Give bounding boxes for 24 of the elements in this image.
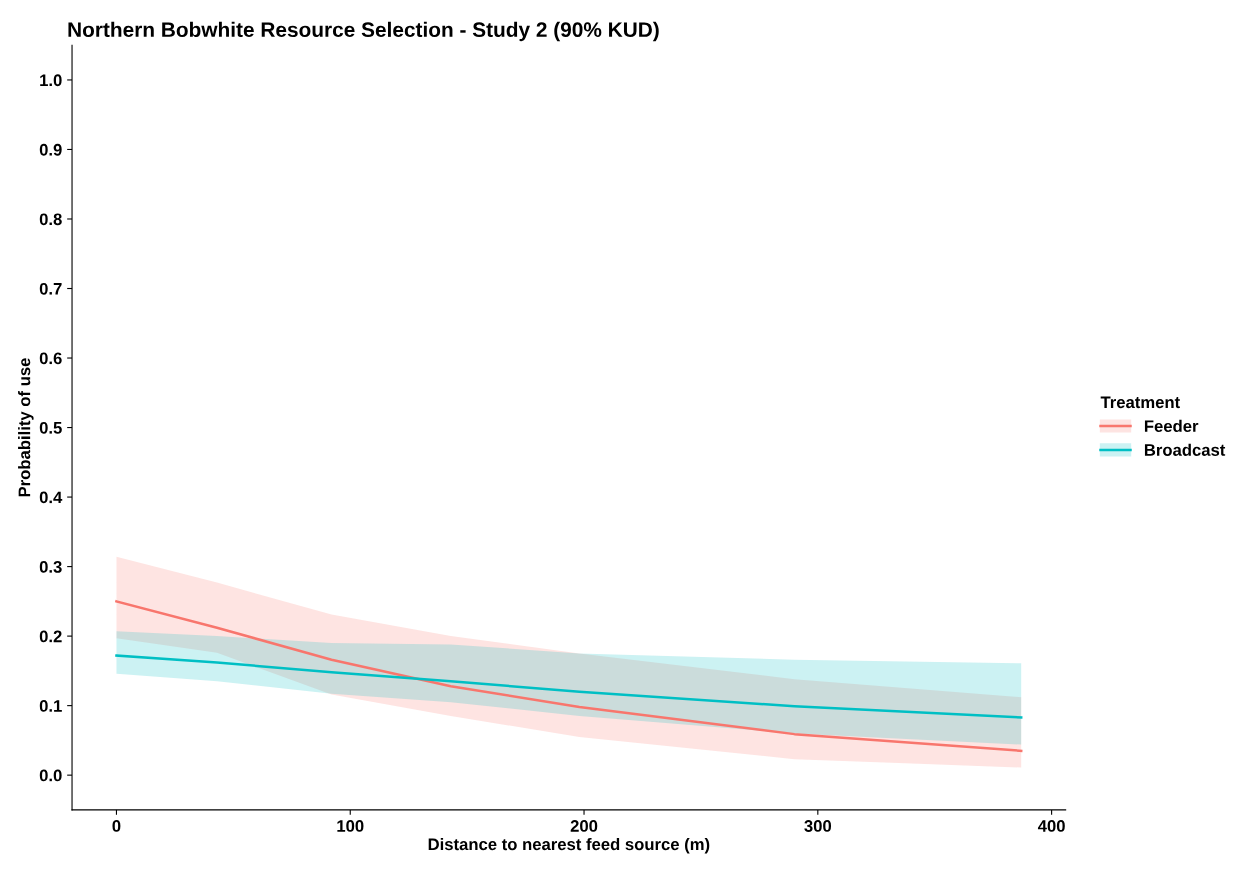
y-tick-label: 0.9 [39,143,62,156]
x-axis-title: Distance to nearest feed source (m) [428,837,710,854]
y-tick-label: 0.2 [39,630,62,643]
legend-title: Treatment [1100,396,1180,409]
chart-title: Northern Bobwhite Resource Selection - Study 2 (90% KUD) [68,21,659,42]
y-tick-label: 0.5 [39,421,62,434]
y-axis-title: Probability of use [18,358,34,497]
line-series [115,600,1023,753]
y-tick-label: 0.3 [39,560,62,573]
x-tick-label: 200 [570,820,598,832]
x-tick-label: 0 [112,820,121,832]
y-tick-label: 0.4 [39,491,63,504]
legend-label: Broadcast [1144,443,1226,456]
y-tick-label: 0.8 [39,213,62,226]
x-tick-label: 300 [804,820,832,832]
y-tick-label: 0.0 [39,769,62,782]
y-tick-label: 1.0 [40,74,62,87]
x-tick-label: 400 [1037,820,1065,832]
y-tick-label: 0.6 [39,352,62,365]
legend-label: Feeder [1144,419,1199,433]
y-tick-label: 0.1 [39,700,62,712]
line-series [115,654,1023,719]
y-tick-label: 0.7 [39,282,62,295]
x-tick-label: 100 [337,820,364,832]
